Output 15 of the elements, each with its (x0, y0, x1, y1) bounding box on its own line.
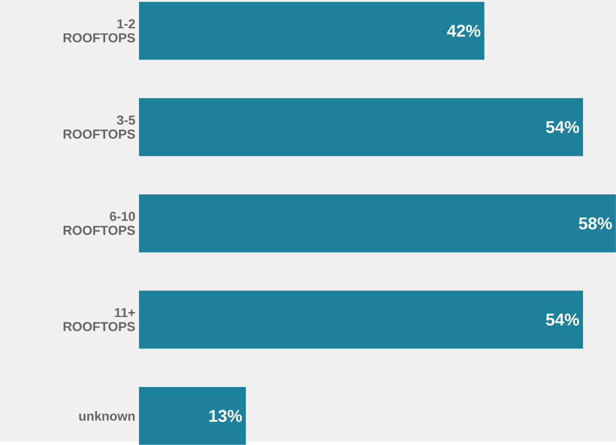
y-tick-label: 11+ ROOFTOPS (64, 308, 135, 332)
bar (138, 2, 484, 60)
data-label: 58% (578, 217, 612, 230)
bar (138, 386, 246, 445)
data-label: 42% (447, 24, 480, 37)
data-label: 54% (546, 121, 580, 134)
data-label: 13% (209, 410, 242, 422)
bar (138, 194, 616, 252)
y-tick-label: unknown (79, 411, 135, 421)
y-tick-label: 1-2 ROOFTOPS (64, 19, 135, 42)
y-tick-label: 3-5 ROOFTOPS (64, 116, 136, 139)
data-label: 54% (546, 314, 580, 326)
bar (138, 290, 584, 349)
bar (138, 98, 584, 156)
y-tick-label: 6-10 ROOFTOPS (64, 212, 135, 235)
